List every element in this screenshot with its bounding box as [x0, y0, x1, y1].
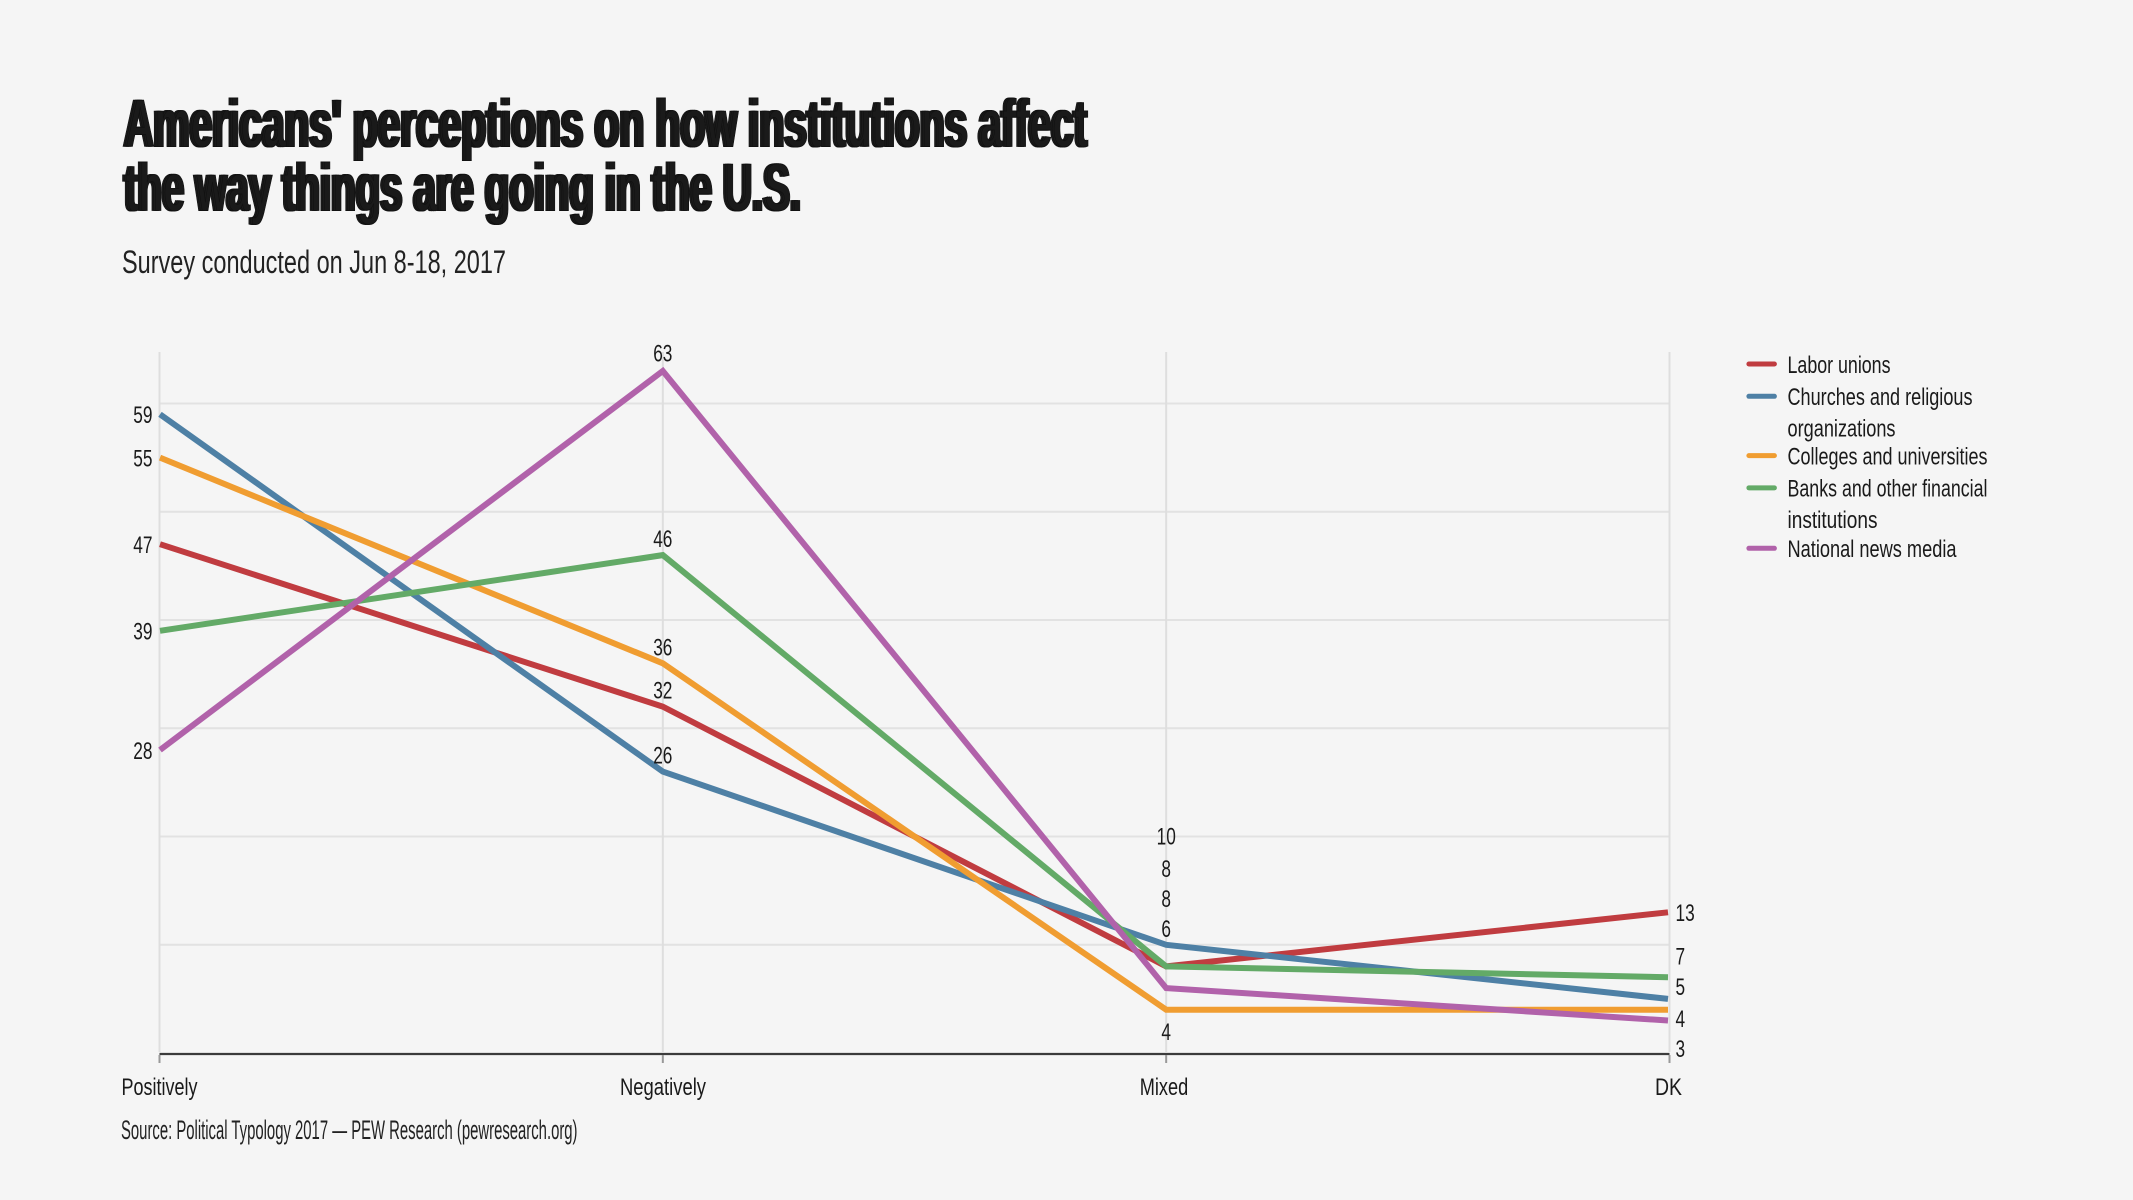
svg-text:the way things are going in th: the way things are going in the U.S.	[122, 151, 799, 226]
svg-text:DK: DK	[1655, 1074, 1682, 1101]
svg-text:Negatively: Negatively	[620, 1074, 706, 1101]
svg-text:6: 6	[1161, 916, 1171, 943]
svg-text:26: 26	[653, 743, 672, 770]
svg-text:55: 55	[133, 445, 152, 472]
svg-text:organizations: organizations	[1788, 415, 1896, 442]
svg-text:28: 28	[133, 738, 152, 765]
svg-text:Americans' perceptions on how: Americans' perceptions on how institutio…	[126, 87, 1089, 162]
svg-text:the way things are going in th: the way things are going in the U.S.	[126, 151, 803, 226]
svg-text:Mixed: Mixed	[1140, 1074, 1189, 1101]
svg-text:39: 39	[133, 619, 152, 646]
svg-text:47: 47	[133, 532, 152, 559]
svg-text:7: 7	[1676, 943, 1686, 970]
svg-text:36: 36	[653, 634, 672, 661]
svg-text:Americans' perceptions on how: Americans' perceptions on how institutio…	[124, 87, 1087, 162]
svg-text:10: 10	[1157, 823, 1176, 850]
svg-text:the way things are going in th: the way things are going in the U.S.	[124, 151, 801, 226]
svg-text:National news media: National news media	[1788, 536, 1957, 563]
svg-text:Source: Political Typology 201: Source: Political Typology 2017 — PEW Re…	[121, 1115, 578, 1145]
svg-text:Colleges and universities: Colleges and universities	[1788, 443, 1988, 470]
svg-text:Survey conducted on Jun 8-18,: Survey conducted on Jun 8-18, 2017	[122, 244, 506, 280]
svg-text:63: 63	[653, 341, 672, 368]
svg-text:institutions: institutions	[1788, 507, 1878, 534]
svg-text:32: 32	[653, 678, 672, 705]
svg-text:4: 4	[1161, 1019, 1171, 1046]
svg-text:Churches and religious: Churches and religious	[1788, 384, 1973, 411]
svg-text:Labor unions: Labor unions	[1788, 352, 1891, 379]
svg-text:Positively: Positively	[122, 1074, 198, 1101]
svg-text:8: 8	[1161, 856, 1171, 883]
svg-text:59: 59	[133, 402, 152, 429]
svg-text:5: 5	[1676, 974, 1686, 1001]
svg-text:13: 13	[1676, 900, 1695, 927]
svg-text:3: 3	[1676, 1036, 1686, 1063]
svg-text:4: 4	[1676, 1006, 1686, 1033]
svg-text:8: 8	[1161, 886, 1171, 913]
svg-text:46: 46	[653, 526, 672, 553]
svg-text:Banks and other financial: Banks and other financial	[1788, 476, 1988, 503]
svg-text:Americans' perceptions on how: Americans' perceptions on how institutio…	[122, 87, 1085, 162]
